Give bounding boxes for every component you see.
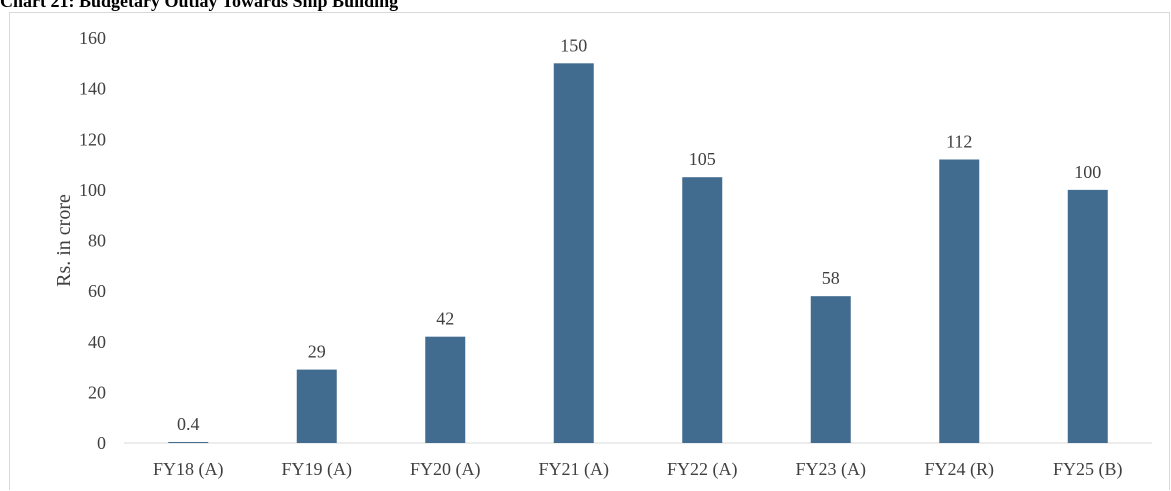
x-tick-label: FY23 (A): [796, 459, 867, 480]
data-labels: 0.4 29 42 150 105 58 112 100: [177, 35, 1101, 434]
bars: [168, 63, 1108, 443]
bar-data-label: 29: [308, 342, 326, 362]
y-tick-label: 140: [79, 79, 106, 99]
y-tick-label: 60: [88, 281, 106, 301]
bar-data-label: 112: [946, 132, 972, 152]
bar: [810, 296, 851, 443]
bar-data-label: 42: [436, 309, 454, 329]
x-axis-ticks: FY18 (A) FY19 (A) FY20 (A) FY21 (A) FY22 (A)…: [153, 459, 1123, 480]
y-tick-label: 160: [79, 28, 106, 48]
x-tick-label: FY22 (A): [667, 459, 738, 480]
y-tick-label: 100: [79, 180, 106, 200]
y-tick-label: 20: [88, 382, 106, 402]
y-tick-label: 120: [79, 129, 106, 149]
bar-data-label: 100: [1074, 162, 1101, 182]
x-tick-label: FY21 (A): [539, 459, 610, 480]
bar: [939, 159, 980, 443]
bar: [425, 336, 466, 443]
chart-frame: [9, 12, 1170, 490]
bar-data-label: 0.4: [177, 414, 200, 434]
y-tick-label: 80: [88, 231, 106, 251]
bar: [1067, 189, 1108, 443]
bar: [682, 177, 723, 443]
y-tick-label: 40: [88, 332, 106, 352]
bar: [553, 63, 594, 443]
x-tick-label: FY25 (B): [1053, 459, 1123, 480]
chart-title: Chart 21: Budgetary Outlay Towards Ship …: [0, 0, 399, 11]
bar-data-label: 150: [560, 35, 587, 55]
x-tick-label: FY18 (A): [153, 459, 224, 480]
bar: [296, 369, 337, 443]
x-tick-label: FY24 (R): [924, 459, 994, 480]
bar-data-label: 105: [689, 149, 716, 169]
y-axis-ticks: 0 20 40 60 80 100 120 140 160: [79, 28, 106, 453]
y-axis-label: Rs. in crore: [53, 194, 75, 287]
bar-data-label: 58: [822, 268, 840, 288]
bar: [168, 441, 209, 443]
y-tick-label: 0: [97, 433, 106, 453]
x-tick-label: FY20 (A): [410, 459, 481, 480]
x-tick-label: FY19 (A): [282, 459, 353, 480]
